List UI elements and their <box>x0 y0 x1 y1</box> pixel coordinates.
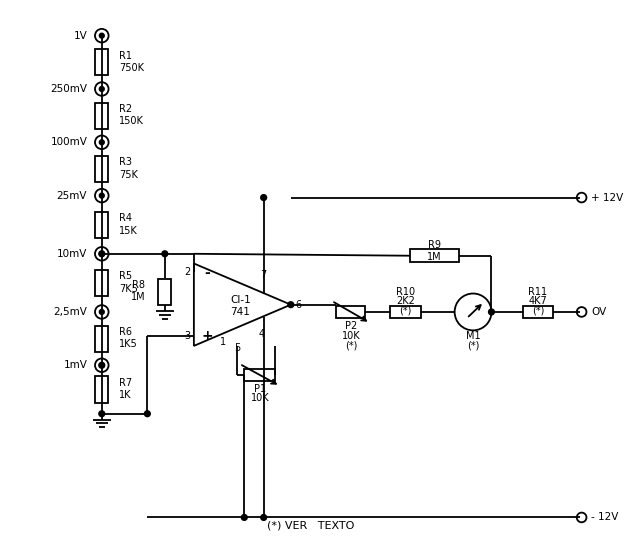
Bar <box>390 306 421 318</box>
Text: 4K7: 4K7 <box>529 296 548 306</box>
Text: P2: P2 <box>345 321 357 331</box>
Circle shape <box>99 251 104 256</box>
Text: + 12V: + 12V <box>591 193 624 203</box>
Text: P1: P1 <box>254 384 266 394</box>
Text: 1mV: 1mV <box>63 360 88 370</box>
Text: - 12V: - 12V <box>591 512 619 522</box>
Circle shape <box>95 29 109 42</box>
Circle shape <box>288 302 294 307</box>
Circle shape <box>99 363 104 368</box>
Circle shape <box>95 359 109 372</box>
Bar <box>96 49 108 75</box>
Text: (*): (*) <box>532 306 544 316</box>
Bar <box>96 212 108 238</box>
Circle shape <box>454 294 491 330</box>
Bar <box>159 278 171 305</box>
Circle shape <box>144 411 150 417</box>
Circle shape <box>162 251 168 257</box>
Text: 3: 3 <box>184 331 190 341</box>
Circle shape <box>261 515 267 520</box>
Text: R2: R2 <box>119 104 132 114</box>
Text: R10: R10 <box>396 287 415 296</box>
Text: -: - <box>204 266 211 280</box>
Text: +: + <box>202 329 213 343</box>
Circle shape <box>95 189 109 202</box>
Text: OV: OV <box>591 307 607 317</box>
Text: 1V: 1V <box>74 31 88 41</box>
Circle shape <box>95 82 109 96</box>
Bar <box>410 250 459 262</box>
Text: 741: 741 <box>231 307 251 317</box>
Text: (*): (*) <box>399 306 411 316</box>
Text: 1M: 1M <box>131 292 146 302</box>
Bar <box>96 102 108 129</box>
Text: 75K: 75K <box>119 170 138 180</box>
Text: (*): (*) <box>345 341 357 351</box>
Circle shape <box>95 135 109 149</box>
Bar <box>96 377 108 403</box>
Text: 250mV: 250mV <box>50 84 88 94</box>
Circle shape <box>577 512 586 522</box>
Text: R7: R7 <box>119 378 132 388</box>
Text: 100mV: 100mV <box>51 138 88 147</box>
Text: (*): (*) <box>467 341 479 351</box>
Text: R5: R5 <box>119 271 132 281</box>
Text: R1: R1 <box>119 51 132 61</box>
Text: (*) VER   TEXTO: (*) VER TEXTO <box>266 520 354 530</box>
Circle shape <box>99 251 105 257</box>
Text: 2,5mV: 2,5mV <box>53 307 88 317</box>
Text: CI-1: CI-1 <box>230 295 251 305</box>
Bar <box>96 156 108 182</box>
Text: 750K: 750K <box>119 63 144 73</box>
Text: 7: 7 <box>261 270 267 280</box>
Bar <box>96 270 108 296</box>
Bar <box>524 306 552 318</box>
Text: 25mV: 25mV <box>57 190 88 201</box>
Circle shape <box>99 33 104 38</box>
Text: 6: 6 <box>296 300 302 310</box>
Circle shape <box>577 307 586 317</box>
Circle shape <box>241 515 248 520</box>
Text: R3: R3 <box>119 157 132 167</box>
Text: 7K5: 7K5 <box>119 284 138 294</box>
Circle shape <box>99 411 105 417</box>
Bar <box>244 369 275 381</box>
Text: 150K: 150K <box>119 116 144 126</box>
Circle shape <box>577 193 586 202</box>
Circle shape <box>99 193 104 198</box>
Circle shape <box>99 140 104 145</box>
Text: 10K: 10K <box>251 393 269 403</box>
Text: 15K: 15K <box>119 226 138 236</box>
Circle shape <box>261 194 267 201</box>
Bar <box>336 306 366 318</box>
Circle shape <box>99 363 105 368</box>
Circle shape <box>95 247 109 261</box>
Circle shape <box>99 86 104 91</box>
Text: R6: R6 <box>119 327 132 337</box>
Text: 5: 5 <box>234 343 241 353</box>
Text: R4: R4 <box>119 213 132 223</box>
Text: 10mV: 10mV <box>57 249 88 259</box>
Text: M1: M1 <box>466 331 481 341</box>
Circle shape <box>99 310 104 314</box>
Circle shape <box>489 309 494 315</box>
Text: 2K2: 2K2 <box>396 296 414 306</box>
Text: 2: 2 <box>184 267 190 277</box>
Text: 4: 4 <box>259 329 265 339</box>
Text: 1: 1 <box>220 337 226 347</box>
Text: 1K: 1K <box>119 390 132 400</box>
Text: 1M: 1M <box>427 252 442 262</box>
Text: 10K: 10K <box>342 331 360 341</box>
Text: R9: R9 <box>428 240 441 250</box>
Circle shape <box>95 305 109 319</box>
Text: 1K5: 1K5 <box>119 339 138 349</box>
Bar <box>96 325 108 351</box>
Text: R11: R11 <box>529 287 548 296</box>
Text: R8: R8 <box>132 280 146 290</box>
